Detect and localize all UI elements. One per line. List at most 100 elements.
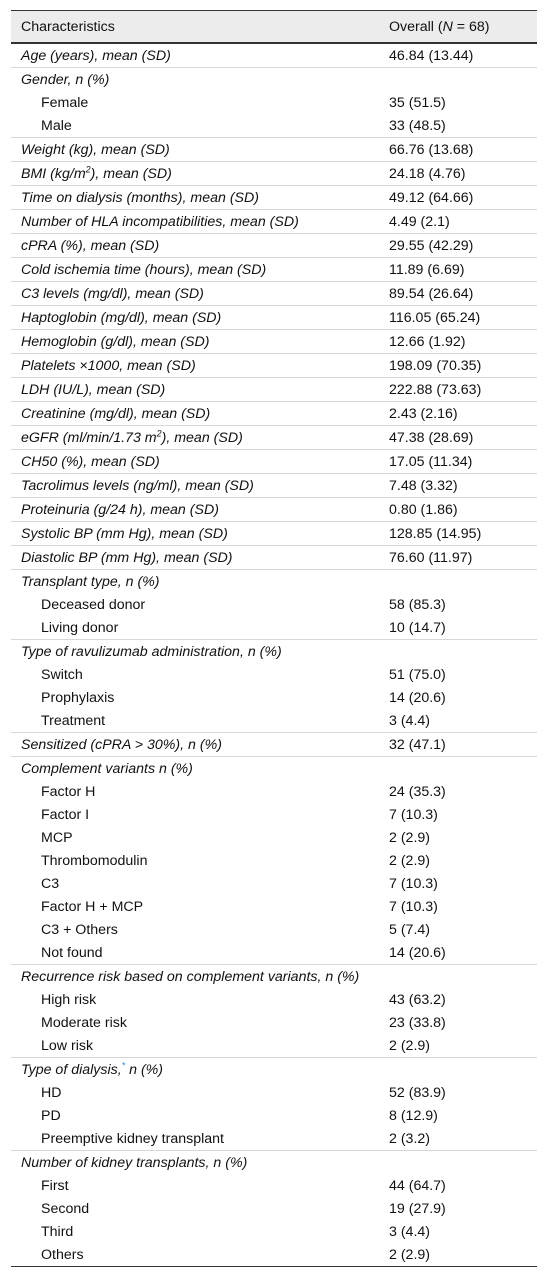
header-text: Overall ( [389, 18, 443, 35]
table-row: Number of HLA incompatibilities, mean (S… [11, 209, 537, 234]
table-row: C3 levels (mg/dl), mean (SD) 89.54 (26.64… [11, 281, 537, 306]
row-value: 128.85 (14.95) [389, 525, 482, 542]
table-header: Characteristics Overall (N = 68) [11, 10, 537, 44]
table-row: Systolic BP (mm Hg), mean (SD) 128.85 (14… [11, 521, 537, 546]
row-value: 2 (2.9) [389, 1037, 431, 1054]
row-value: 49.12 (64.66) [389, 189, 474, 206]
sub-row: Thrombomodulin 2 (2.9) [11, 849, 537, 872]
row-value: 44 (64.7) [389, 1177, 446, 1194]
row-label: Third [41, 1223, 74, 1240]
row-value: 24.18 (4.76) [389, 165, 466, 182]
row-value: 5 (7.4) [389, 921, 431, 938]
row-value: 24 (35.3) [389, 783, 446, 800]
sub-row: Male 33 (48.5) [11, 114, 537, 138]
sub-row: Moderate risk 23 (33.8) [11, 1011, 537, 1034]
header-mark: N [442, 18, 453, 35]
row-value [379, 570, 537, 594]
table-row: CH50 (%), mean (SD) 17.05 (11.34) [11, 449, 537, 474]
table-row: Tacrolimus levels (ng/ml), mean (SD) 7.48… [11, 473, 537, 498]
row-value: 46.84 (13.44) [389, 47, 474, 64]
sub-row: C3 7 (10.3) [11, 872, 537, 895]
row-value: 43 (63.2) [389, 991, 446, 1008]
table-row: Cold ischemia time (hours), mean (SD) 11.… [11, 257, 537, 282]
table-row: cPRA (%), mean (SD) 29.55 (42.29) [11, 233, 537, 258]
row-value: 2.43 (2.16) [389, 405, 458, 422]
sub-row: MCP 2 (2.9) [11, 826, 537, 849]
sub-row: PD 8 (12.9) [11, 1104, 537, 1127]
sub-row: HD 52 (83.9) [11, 1081, 537, 1104]
row-value: 47.38 (28.69) [389, 429, 474, 446]
header-row: Characteristics Overall (N = 68) [11, 10, 537, 44]
row-value: 3 (4.4) [389, 1223, 431, 1240]
row-value: 2 (3.2) [389, 1130, 431, 1147]
row-value: 7 (10.3) [389, 898, 438, 915]
row-value [379, 1058, 537, 1082]
row-label: Transplant type, n (%) [21, 573, 160, 590]
row-label: Living donor [41, 619, 119, 636]
row-value: 58 (85.3) [389, 596, 446, 613]
sub-row: Switch 51 (75.0) [11, 663, 537, 686]
row-label: MCP [41, 829, 73, 846]
row-value: 11.89 (6.69) [389, 261, 465, 278]
row-label: Thrombomodulin [41, 852, 148, 869]
table-row: Proteinuria (g/24 h), mean (SD) 0.80 (1.8… [11, 497, 537, 522]
row-label: HD [41, 1084, 62, 1101]
row-label: Male [41, 117, 72, 134]
table-row: Type of ravulizumab administration, n (%… [11, 639, 537, 664]
table-row: eGFR (ml/min/1.73 m2), mean (SD) 47.38 (2… [11, 425, 537, 450]
table-row: Creatinine (mg/dl), mean (SD) 2.43 (2.16) [11, 401, 537, 426]
row-label: Tacrolimus levels (ng/ml), mean (SD) [21, 477, 254, 494]
header-cell: Characteristics [21, 18, 115, 35]
table-row: Time on dialysis (months), mean (SD) 49.1… [11, 185, 537, 210]
sub-row: First 44 (64.7) [11, 1174, 537, 1197]
row-label: Factor H + MCP [41, 898, 144, 915]
row-value: 7 (10.3) [389, 806, 438, 823]
row-label-text: Type of dialysis, [21, 1061, 122, 1078]
row-label-text: n (%) [125, 1061, 164, 1078]
sub-row: Preemptive kidney transplant 2 (3.2) [11, 1127, 537, 1151]
sub-row: Not found 14 (20.6) [11, 941, 537, 965]
row-label: BMI (kg/m2), mean (SD) [11, 162, 379, 186]
row-label: cPRA (%), mean (SD) [21, 237, 160, 254]
sub-row: C3 + Others 5 (7.4) [11, 918, 537, 941]
row-label: Type of ravulizumab administration, n (%… [21, 643, 282, 660]
sub-row: Female 35 (51.5) [11, 91, 537, 114]
row-value [379, 757, 537, 781]
row-label-text: ), mean (SD) [90, 165, 172, 182]
sub-row: Prophylaxis 14 (20.6) [11, 686, 537, 709]
row-label: Time on dialysis (months), mean (SD) [21, 189, 259, 206]
row-value: 19 (27.9) [389, 1200, 446, 1217]
table-row: Platelets ×1000, mean (SD) 198.09 (70.35) [11, 353, 537, 378]
row-label: Cold ischemia time (hours), mean (SD) [21, 261, 267, 278]
row-value: 198.09 (70.35) [389, 357, 482, 374]
row-value: 2 (2.9) [389, 829, 431, 846]
row-value: 7 (10.3) [389, 875, 438, 892]
characteristics-table-panel: Characteristics Overall (N = 68) Age (yea… [11, 10, 537, 1267]
row-label: Recurrence risk based on complement vari… [21, 968, 360, 985]
header-cell: Overall (N = 68) [379, 11, 537, 44]
row-value: 2 (2.9) [389, 852, 431, 869]
row-value: 14 (20.6) [389, 944, 446, 961]
row-label: High risk [41, 991, 97, 1008]
row-value: 17.05 (11.34) [389, 453, 473, 470]
sub-row: Deceased donor 58 (85.3) [11, 593, 537, 616]
sub-row: Treatment 3 (4.4) [11, 709, 537, 733]
row-value: 52 (83.9) [389, 1084, 446, 1101]
sub-row: Factor H + MCP 7 (10.3) [11, 895, 537, 918]
row-value: 35 (51.5) [389, 94, 446, 111]
row-label: Type of dialysis,* n (%) [11, 1058, 379, 1082]
table-row: Number of kidney transplants, n (%) [11, 1150, 537, 1175]
sub-row: Third 3 (4.4) [11, 1220, 537, 1243]
row-label: C3 levels (mg/dl), mean (SD) [21, 285, 204, 302]
row-label: Haptoglobin (mg/dl), mean (SD) [21, 309, 222, 326]
table-row: Haptoglobin (mg/dl), mean (SD) 116.05 (65… [11, 305, 537, 330]
table-row: Weight (kg), mean (SD) 66.76 (13.68) [11, 137, 537, 162]
row-value: 29.55 (42.29) [389, 237, 474, 254]
row-label: Female [41, 94, 89, 111]
row-value: 10 (14.7) [389, 619, 446, 636]
row-label: Factor H [41, 783, 96, 800]
row-label: Number of HLA incompatibilities, mean (S… [21, 213, 299, 230]
row-label: Sensitized (cPRA > 30%), n (%) [21, 736, 222, 753]
table-row: Recurrence risk based on complement vari… [11, 964, 537, 989]
row-label: C3 + Others [41, 921, 118, 938]
